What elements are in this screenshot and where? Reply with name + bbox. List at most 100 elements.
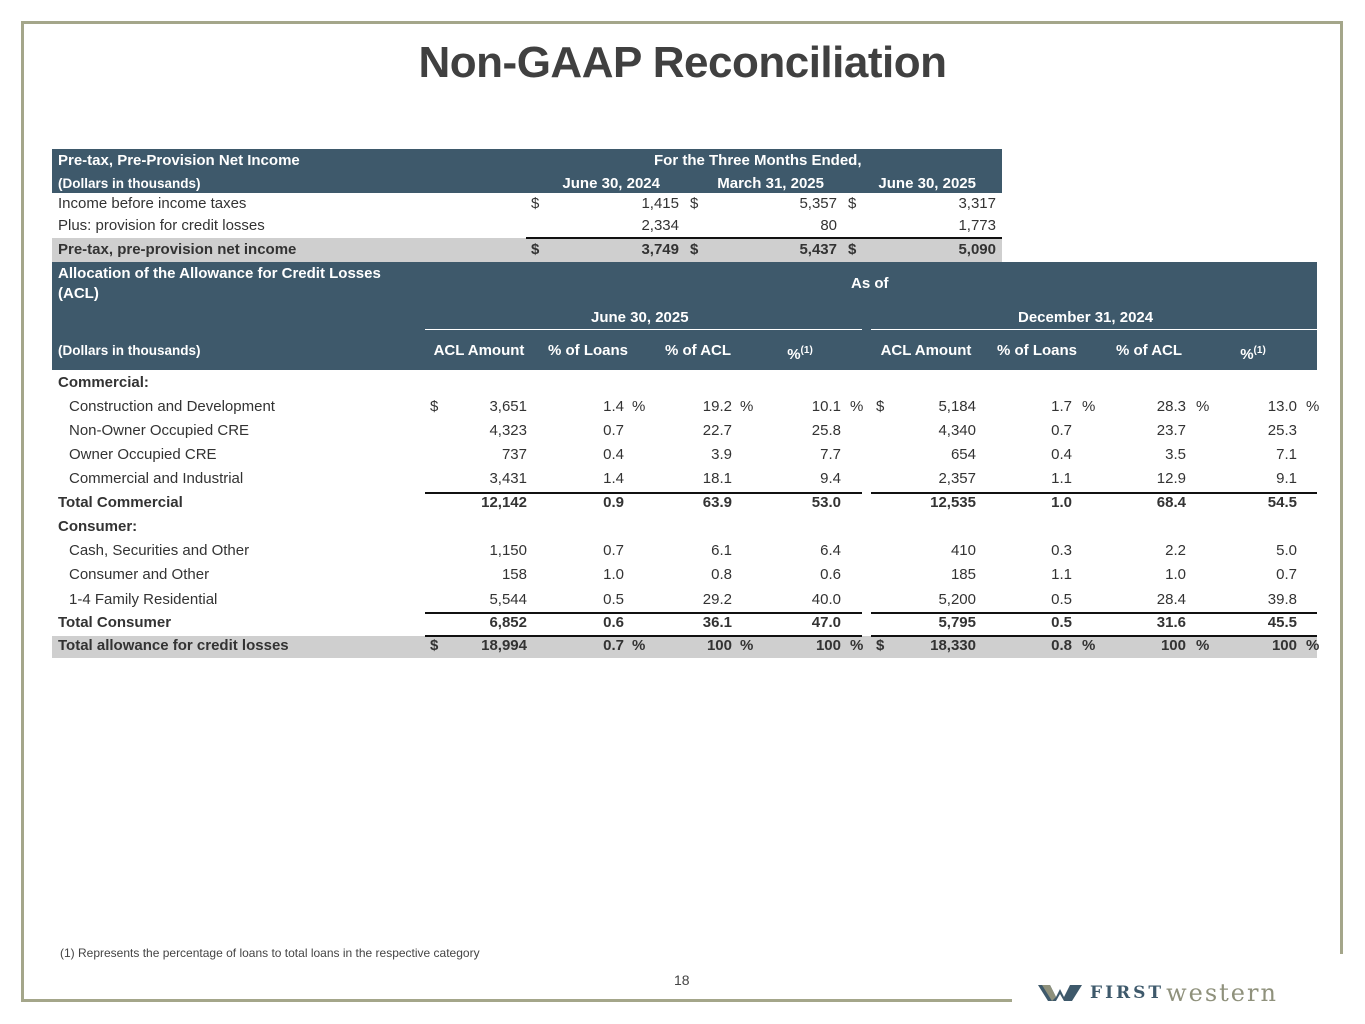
acl-value: 45.5 xyxy=(1267,614,1297,631)
acl-row-label: Total allowance for credit losses xyxy=(58,637,289,654)
acl-value: 1.0 xyxy=(1165,566,1186,583)
acl-value: 18.1 xyxy=(702,470,732,487)
acl-value: 12,142 xyxy=(481,494,527,511)
dollar-sign: $ xyxy=(531,241,540,258)
acl-value: 0.5 xyxy=(603,591,624,608)
acl-value: 31.6 xyxy=(1156,614,1186,631)
percent-sign: % xyxy=(1306,637,1320,654)
acl-value: 9.1 xyxy=(1276,470,1297,487)
dollar-sign: $ xyxy=(430,637,439,654)
acl-value: 68.4 xyxy=(1156,494,1186,511)
acl-value: 18,330 xyxy=(930,637,976,654)
acl-as-of: As of xyxy=(851,275,889,292)
acl-value: 5.0 xyxy=(1276,542,1297,559)
pptp-value: 1,773 xyxy=(958,217,996,234)
acl-value: 7.1 xyxy=(1276,446,1297,463)
acl-value: 100 xyxy=(815,637,841,654)
acl-row-label: 1-4 Family Residential xyxy=(69,591,218,608)
acl-value: 40.0 xyxy=(811,591,841,608)
acl-value: 3.5 xyxy=(1165,446,1186,463)
acl-value: 63.9 xyxy=(702,494,732,511)
pptp-col-1: June 30, 2024 xyxy=(562,175,660,192)
pptp-value: 3,749 xyxy=(641,241,679,258)
acl-value: 3,651 xyxy=(489,398,527,415)
acl-value: 0.4 xyxy=(603,446,624,463)
pptp-value: 80 xyxy=(820,217,837,234)
dollar-sign: $ xyxy=(690,241,699,258)
acl-value: 3,431 xyxy=(489,470,527,487)
acl-row-label: Total Commercial xyxy=(58,494,183,511)
footnote-marker: (1) xyxy=(800,345,813,356)
logo-first: FIRST xyxy=(1090,983,1165,1003)
acl-value: 47.0 xyxy=(811,614,841,631)
period-1-underline xyxy=(425,329,862,330)
frame-bottom xyxy=(21,999,1012,1002)
pptp-row-label: Income before income taxes xyxy=(58,195,247,212)
dollar-sign: $ xyxy=(876,398,885,415)
acl-value: 0.7 xyxy=(603,542,624,559)
acl-column-header: ACL Amount xyxy=(433,342,525,359)
percent-sign: % xyxy=(632,398,646,415)
acl-column-header: % of ACL xyxy=(1115,342,1183,359)
pptp-col-3: June 30, 2025 xyxy=(878,175,976,192)
acl-value: 100 xyxy=(706,637,732,654)
acl-value: 53.0 xyxy=(811,494,841,511)
dollar-sign: $ xyxy=(876,637,885,654)
acl-value: 1.7 xyxy=(1051,398,1072,415)
subtotal-rule xyxy=(425,492,862,494)
acl-value: 2,357 xyxy=(938,470,976,487)
acl-value: 5,200 xyxy=(938,591,976,608)
acl-value: 0.7 xyxy=(603,637,624,654)
dollar-sign: $ xyxy=(430,398,439,415)
footnote-marker: (1) xyxy=(1253,345,1266,356)
pptp-value: 5,090 xyxy=(958,241,996,258)
acl-value: 36.1 xyxy=(702,614,732,631)
acl-row-label: Commercial and Industrial xyxy=(69,470,244,487)
acl-value: 9.4 xyxy=(820,470,841,487)
pptp-row-label: Plus: provision for credit losses xyxy=(58,217,265,234)
period-2-underline xyxy=(871,329,1317,330)
acl-period-1: June 30, 2025 xyxy=(591,309,689,326)
acl-row-label: Consumer: xyxy=(58,518,138,535)
acl-value: 5,544 xyxy=(489,591,527,608)
pptp-value: 5,437 xyxy=(799,241,837,258)
acl-value: 1.0 xyxy=(603,566,624,583)
percent-sign: % xyxy=(1082,637,1096,654)
dollar-sign: $ xyxy=(848,241,857,258)
acl-row-label: Total Consumer xyxy=(58,614,172,631)
acl-row-label: Commercial: xyxy=(58,374,149,391)
acl-value: 54.5 xyxy=(1267,494,1297,511)
subtotal-rule xyxy=(871,492,1317,494)
acl-value: 39.8 xyxy=(1267,591,1297,608)
acl-value: 0.4 xyxy=(1051,446,1072,463)
acl-value: 0.9 xyxy=(603,494,624,511)
total-row-background xyxy=(52,238,1002,262)
acl-value: 12.9 xyxy=(1156,470,1186,487)
acl-value: 25.3 xyxy=(1267,422,1297,439)
percent-sign: % xyxy=(1082,398,1096,415)
percent-sign: % xyxy=(1196,398,1210,415)
percent-sign: % xyxy=(740,398,754,415)
pptp-row-label: Pre-tax, pre-provision net income xyxy=(58,241,297,258)
acl-value: 0.5 xyxy=(1051,614,1072,631)
acl-value: 25.8 xyxy=(811,422,841,439)
acl-header xyxy=(52,262,1317,370)
dollar-sign: $ xyxy=(531,195,540,212)
pptp-heading: Pre-tax, Pre-Provision Net Income xyxy=(58,152,300,169)
acl-value: 1.1 xyxy=(1051,470,1072,487)
acl-value: 6,852 xyxy=(489,614,527,631)
acl-row-label: Consumer and Other xyxy=(69,566,210,583)
acl-value: 654 xyxy=(950,446,976,463)
pptp-value: 1,415 xyxy=(641,195,679,212)
first-western-logo: FIRST western xyxy=(1038,978,1278,1008)
acl-value: 29.2 xyxy=(702,591,732,608)
acl-value: 23.7 xyxy=(1156,422,1186,439)
pptp-value: 5,357 xyxy=(799,195,837,212)
total-row-background xyxy=(52,636,1317,658)
pptp-col-2: March 31, 2025 xyxy=(717,175,824,192)
frame-left xyxy=(21,21,24,1002)
acl-value: 410 xyxy=(950,542,976,559)
total-rule xyxy=(526,237,1002,239)
acl-value: 0.7 xyxy=(1051,422,1072,439)
acl-value: 0.7 xyxy=(603,422,624,439)
